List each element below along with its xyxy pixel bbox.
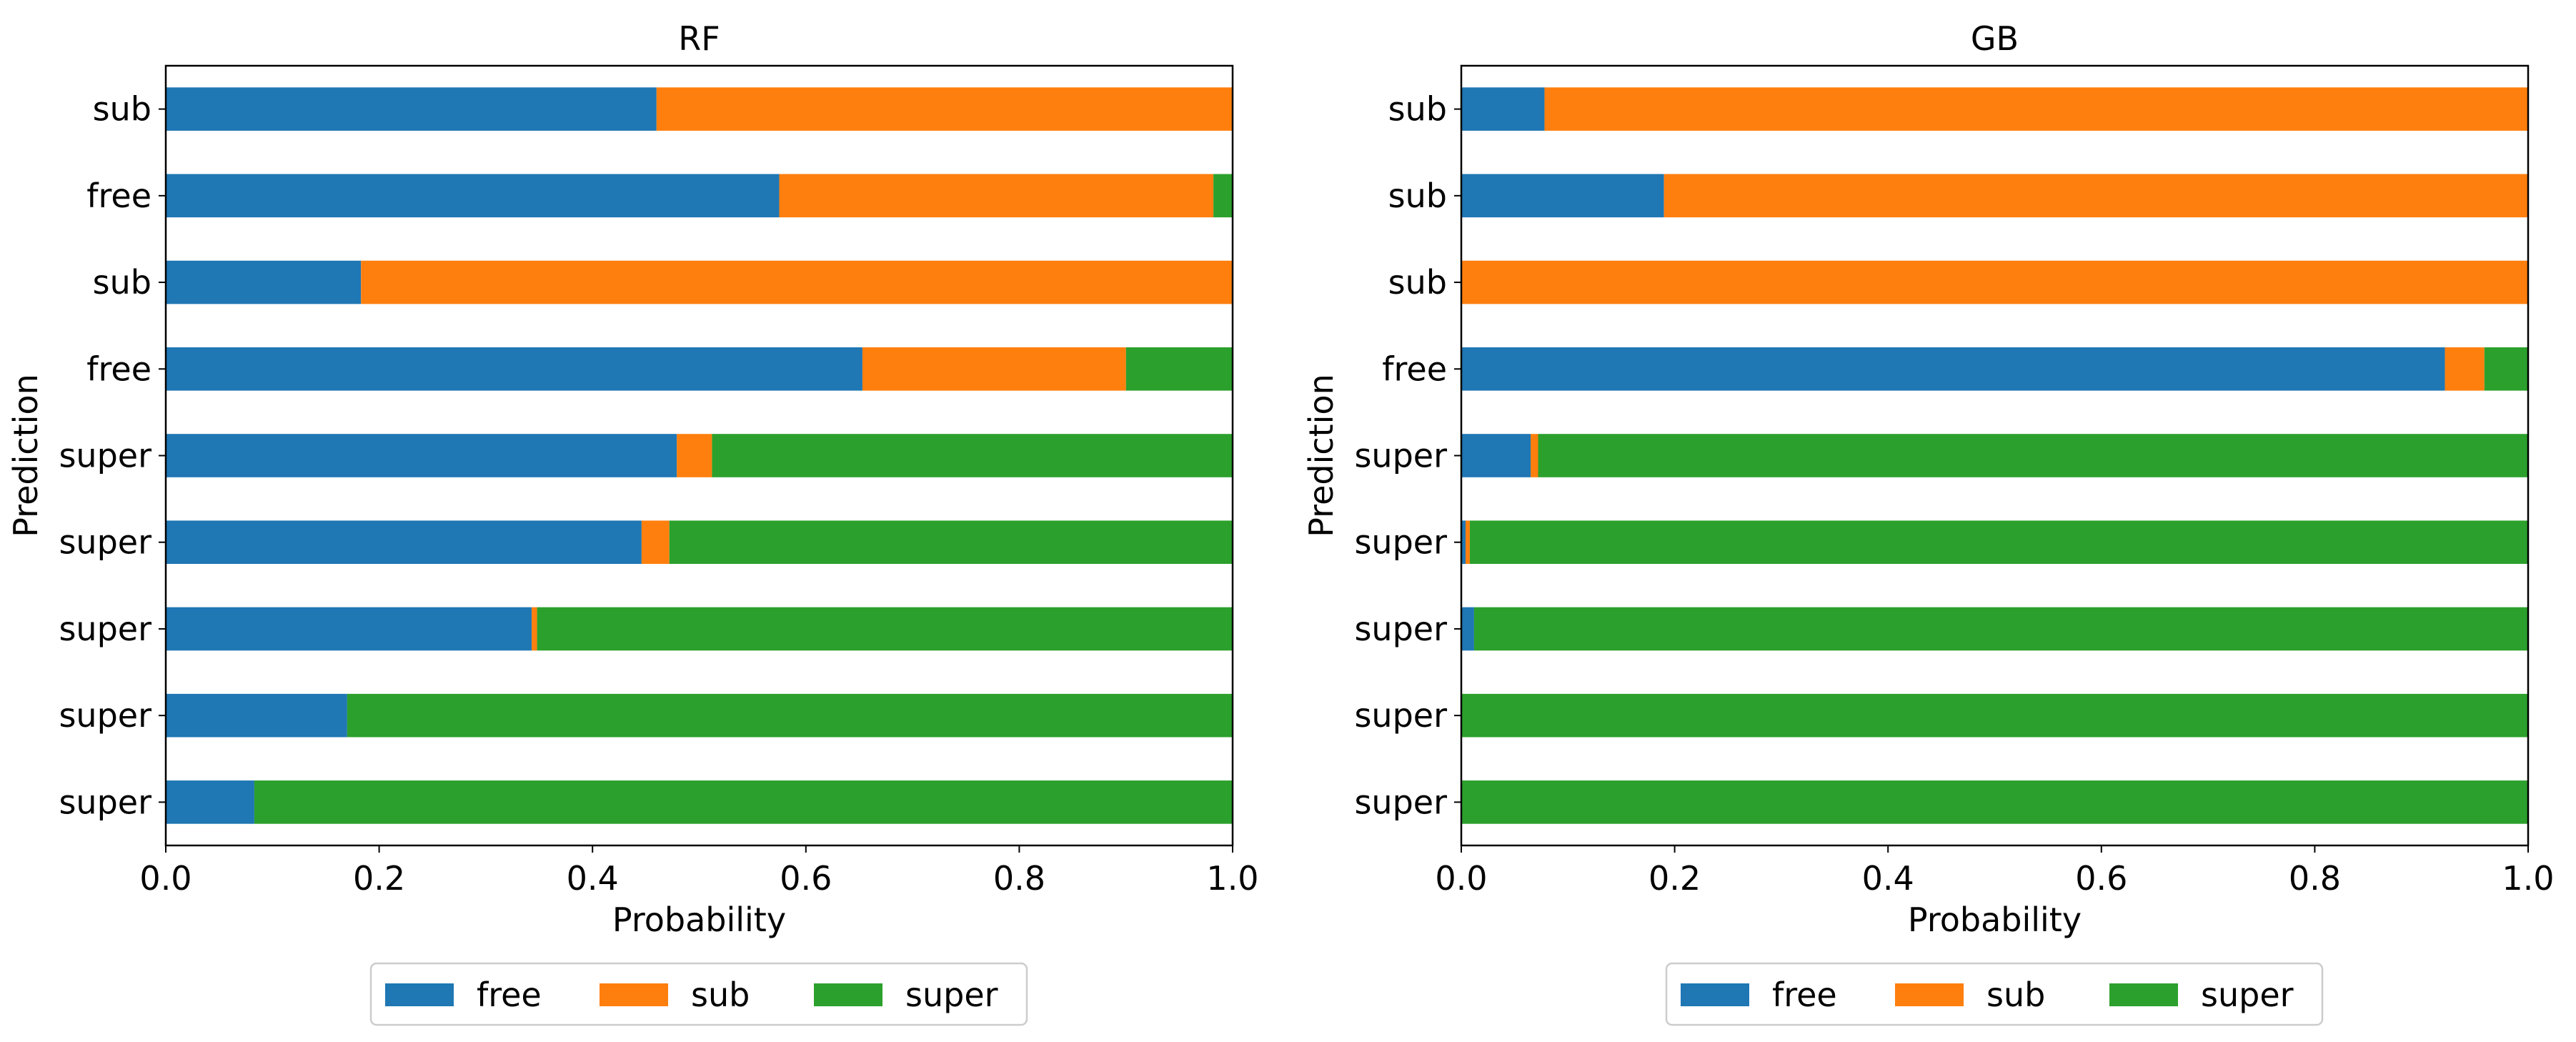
bar-free-0	[166, 87, 657, 131]
bar-super-8	[1461, 780, 2528, 824]
legend-label-super: super	[2201, 976, 2294, 1014]
x-tick-label: 0.8	[2289, 859, 2341, 898]
x-tick-label: 1.0	[1206, 859, 1258, 898]
x-tick-label: 0.8	[993, 859, 1045, 898]
y-tick-label: sub	[1388, 90, 1447, 129]
bar-sub-2	[1461, 260, 2528, 304]
chart-title: RF	[678, 19, 720, 58]
bar-sub-5	[1465, 520, 1470, 565]
bar-free-0	[1461, 87, 1545, 131]
legend-swatch-sub	[1895, 983, 1964, 1006]
bar-super-6	[1473, 607, 2528, 651]
bar-super-7	[1461, 693, 2528, 738]
y-tick-label: super	[59, 523, 151, 562]
y-tick-label: sub	[1388, 177, 1447, 215]
x-tick-label: 0.0	[1435, 859, 1487, 898]
x-tick-label: 0.4	[1862, 859, 1914, 898]
x-tick-label: 1.0	[2502, 859, 2554, 898]
bar-sub-4	[1531, 434, 1538, 477]
bar-super-8	[254, 780, 1233, 824]
y-axis-label: Prediction	[1302, 374, 1341, 537]
legend-label-super: super	[905, 976, 998, 1014]
x-tick-label: 0.6	[780, 859, 832, 898]
legend: free sub super	[369, 962, 1028, 1026]
x-tick-label: 0.2	[1648, 859, 1701, 898]
y-tick-label: super	[59, 610, 151, 648]
x-tick-label: 0.2	[353, 859, 405, 898]
legend-swatch-free	[1681, 983, 1749, 1006]
x-tick-label: 0.0	[139, 859, 192, 898]
legend: free sub super	[1665, 962, 2324, 1026]
legend-label-free: free	[1772, 976, 1837, 1014]
legend-frame	[369, 962, 1028, 1026]
bar-sub-1	[1664, 174, 2528, 218]
x-axis-label: Probability	[1908, 900, 2082, 939]
legend-frame	[1665, 962, 2324, 1026]
y-tick-label: sub	[1388, 263, 1447, 302]
x-tick-label: 0.6	[2075, 859, 2127, 898]
bar-super-4	[712, 434, 1233, 477]
bar-super-4	[1538, 434, 2528, 477]
y-tick-label: free	[86, 177, 151, 215]
bar-free-5	[1461, 520, 1466, 565]
bar-free-7	[166, 693, 347, 738]
y-tick-label: super	[1354, 696, 1447, 735]
subplot-1: sub sub sub free super super super super super 0.…	[1302, 19, 2555, 1026]
legend-label-sub: sub	[691, 976, 750, 1014]
legend-label-sub: sub	[1986, 976, 2045, 1014]
legend-swatch-sub	[600, 983, 668, 1006]
y-tick-label: super	[59, 696, 151, 735]
y-tick-label: sub	[93, 263, 151, 302]
bar-super-6	[537, 607, 1233, 651]
bar-free-4	[1461, 434, 1531, 477]
y-tick-label: super	[1354, 523, 1447, 562]
axes-frame	[164, 64, 1234, 847]
bar-super-3	[1125, 347, 1233, 391]
chart-title: GB	[1971, 19, 2019, 58]
axes-frame	[1460, 64, 2530, 847]
y-tick-label: free	[86, 349, 151, 388]
bar-free-4	[166, 434, 677, 477]
bar-sub-0	[656, 87, 1233, 131]
bar-free-3	[1461, 347, 2445, 391]
bar-free-2	[166, 260, 362, 304]
bar-sub-6	[532, 607, 537, 651]
y-tick-label: free	[1382, 349, 1447, 388]
bar-free-8	[166, 780, 254, 824]
legend-swatch-super	[814, 983, 882, 1006]
bar-free-1	[166, 174, 780, 218]
bar-sub-3	[862, 347, 1126, 391]
y-tick-label: super	[1354, 783, 1447, 821]
legend-swatch-super	[2109, 983, 2178, 1006]
bar-free-1	[1461, 174, 1664, 218]
bar-sub-5	[641, 520, 670, 565]
y-tick-label: super	[59, 783, 151, 821]
x-axis-label: Probability	[612, 900, 786, 939]
bar-free-5	[166, 520, 642, 565]
legend-label-free: free	[477, 976, 542, 1014]
bar-sub-2	[361, 260, 1233, 304]
subplot-0: sub free sub free super super super super super 0…	[6, 19, 1259, 1026]
y-tick-label: super	[1354, 437, 1447, 475]
x-tick-label: 0.4	[567, 859, 619, 898]
bar-free-6	[1461, 607, 1474, 651]
bar-free-6	[166, 607, 532, 651]
bar-super-1	[1213, 174, 1233, 218]
bar-sub-4	[677, 434, 712, 477]
y-tick-label: sub	[93, 90, 151, 129]
bar-super-3	[2484, 347, 2528, 391]
y-tick-label: super	[1354, 610, 1447, 648]
bar-super-7	[347, 693, 1233, 738]
bar-sub-0	[1544, 87, 2528, 131]
bar-super-5	[1469, 520, 2528, 565]
legend-swatch-free	[385, 983, 454, 1006]
bar-super-5	[669, 520, 1233, 565]
bar-free-3	[166, 347, 862, 391]
bar-sub-3	[2445, 347, 2485, 391]
y-tick-label: super	[59, 437, 151, 475]
y-axis-label: Prediction	[6, 374, 45, 537]
bar-sub-1	[779, 174, 1214, 218]
